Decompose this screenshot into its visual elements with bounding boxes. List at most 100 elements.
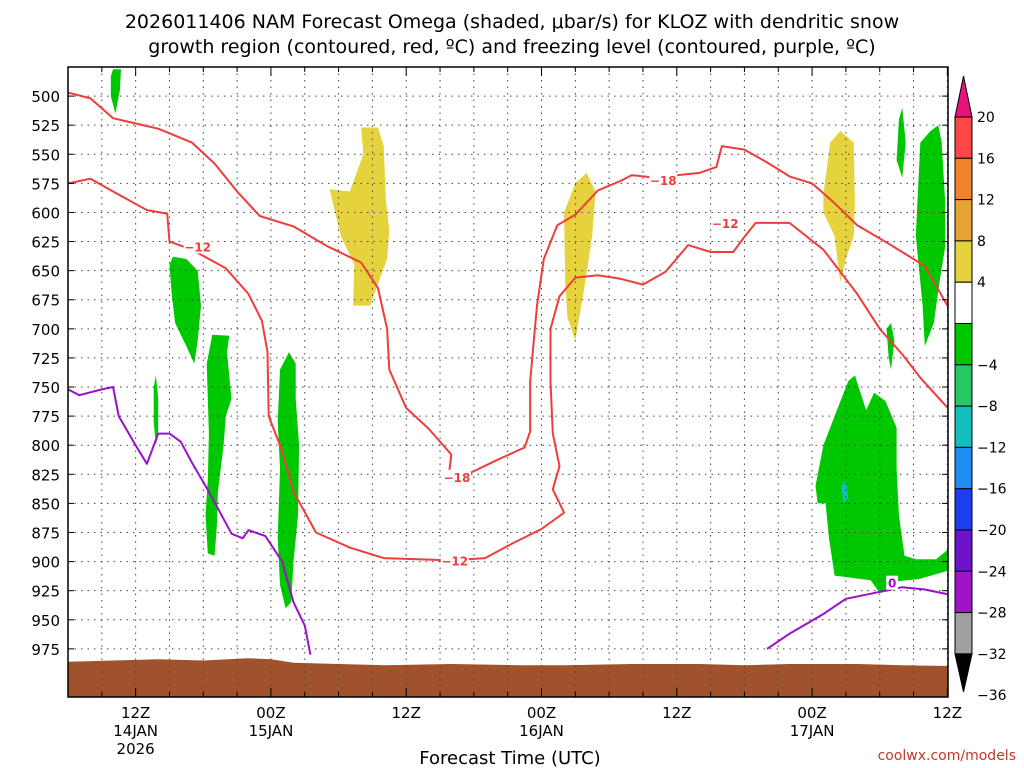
colorbar-swatch <box>954 323 973 366</box>
omega-teal-1 <box>841 480 849 504</box>
x-tick-date: 14JAN <box>113 722 158 740</box>
colorbar-label: −8 <box>977 399 998 415</box>
y-tick-label: 900 <box>31 554 60 572</box>
omega-green-6 <box>896 107 906 178</box>
colorbar-label: −28 <box>977 606 1007 622</box>
x-tick-label: 00Z <box>527 704 556 722</box>
x-tick-date: 16JAN <box>519 722 564 740</box>
contour-label-bg <box>886 575 899 590</box>
y-tick-label: 650 <box>31 263 60 281</box>
colorbar-swatch <box>954 364 973 407</box>
colorbar-label: −16 <box>977 482 1007 498</box>
x-tick-date: 15JAN <box>249 722 294 740</box>
chart-title-line-1: 2026011406 NAM Forecast Omega (shaded, μ… <box>125 11 899 33</box>
contour-label-bg <box>440 553 469 568</box>
x-tick-label: 00Z <box>256 704 285 722</box>
contour-label-bg <box>442 469 471 484</box>
colorbar-swatch <box>954 570 973 614</box>
contour-label: −18 <box>650 174 677 188</box>
freezing-level-right-line <box>766 586 948 650</box>
contour-label-bg <box>649 173 678 188</box>
y-tick-label: 700 <box>31 321 60 339</box>
omega-yellow-2 <box>564 172 596 341</box>
contour-label-bg <box>711 216 740 231</box>
y-tick-label: 550 <box>31 146 60 164</box>
y-tick-label: 600 <box>31 204 60 222</box>
colorbar: 20 16 12 8 4 −4 −8 −12 −16 −20 −24 −28 −32 −36 <box>954 75 1007 704</box>
omega-green-9 <box>815 375 948 593</box>
omega-shading-layer <box>110 69 948 609</box>
credit-link[interactable]: coolwx.com/models <box>878 748 1016 764</box>
contour-layer: −12−12−12−18−18−180 <box>68 91 948 655</box>
terrain-layer <box>68 658 948 697</box>
colorbar-swatch <box>954 612 973 655</box>
omega-yellow-1 <box>329 127 390 306</box>
terrain-shading <box>68 658 948 697</box>
colorbar-swatch <box>954 529 973 572</box>
y-tick-label: 800 <box>31 437 60 455</box>
y-tick-label: 575 <box>31 175 60 193</box>
colorbar-label: 20 <box>977 110 995 126</box>
colorbar-swatch <box>954 240 973 283</box>
colorbar-label: −32 <box>977 647 1007 663</box>
y-tick-label: 875 <box>31 524 60 542</box>
colorbar-label: 8 <box>977 234 986 250</box>
y-axis: 500 525 550 575 600 625 650 675 700 725 750 775 800 8… <box>31 88 948 659</box>
colorbar-swatch <box>954 281 973 325</box>
colorbar-label: −20 <box>977 523 1007 539</box>
colorbar-label: 4 <box>977 275 986 291</box>
x-tick-year: 2026 <box>117 740 155 758</box>
omega-green-7 <box>915 125 946 347</box>
colorbar-swatch <box>954 405 973 448</box>
colorbar-label: −36 <box>977 688 1007 704</box>
colorbar-label: −4 <box>977 358 998 374</box>
colorbar-swatch <box>954 199 973 242</box>
y-tick-label: 775 <box>31 408 60 426</box>
omega-green-4 <box>153 375 159 446</box>
x-axis-label: Forecast Time (UTC) <box>419 748 600 768</box>
colorbar-swatch <box>954 157 973 201</box>
y-tick-label: 975 <box>31 641 60 659</box>
y-tick-label: 675 <box>31 292 60 310</box>
freezing-level-left-line <box>68 386 312 655</box>
colorbar-top-arrow <box>954 75 973 118</box>
colorbar-swatch <box>954 488 973 531</box>
x-tick-date: 17JAN <box>790 722 835 740</box>
colorbar-swatch <box>954 446 973 490</box>
x-tick-label: 12Z <box>121 704 150 722</box>
y-tick-label: 500 <box>31 88 60 106</box>
y-tick-label: 750 <box>31 379 60 397</box>
omega-green-1 <box>110 69 121 114</box>
y-tick-label: 625 <box>31 234 60 252</box>
omega-green-2 <box>169 256 201 364</box>
x-tick-label: 00Z <box>797 704 826 722</box>
contour-label: 0 <box>888 577 896 591</box>
grid-layer <box>68 67 948 697</box>
omega-green-8 <box>886 323 895 370</box>
colorbar-swatch <box>954 116 973 159</box>
y-tick-label: 950 <box>31 612 60 630</box>
x-tick-label: 12Z <box>392 704 421 722</box>
snow-growth-minus18-line <box>68 91 948 478</box>
y-tick-label: 525 <box>31 117 60 135</box>
contour-label-bg <box>183 239 212 254</box>
contour-label: −12 <box>441 555 468 569</box>
contour-label: −12 <box>184 240 211 254</box>
colorbar-bottom-arrow <box>954 653 973 693</box>
contour-label: −12 <box>712 217 739 231</box>
y-tick-label: 850 <box>31 495 60 513</box>
chart-title-line-2: growth region (contoured, red, ºC) and f… <box>148 36 875 58</box>
x-tick-label: 12Z <box>662 704 691 722</box>
contour-label: −18 <box>444 471 471 485</box>
x-tick-label: 12Z <box>933 704 962 722</box>
y-tick-label: 925 <box>31 583 60 601</box>
colorbar-label: 16 <box>977 151 995 167</box>
y-tick-label: 725 <box>31 350 60 368</box>
colorbar-label: −12 <box>977 440 1007 456</box>
omega-green-5 <box>277 352 300 609</box>
colorbar-label: −24 <box>977 564 1007 580</box>
y-tick-label: 825 <box>31 466 60 484</box>
colorbar-label: 12 <box>977 193 995 209</box>
